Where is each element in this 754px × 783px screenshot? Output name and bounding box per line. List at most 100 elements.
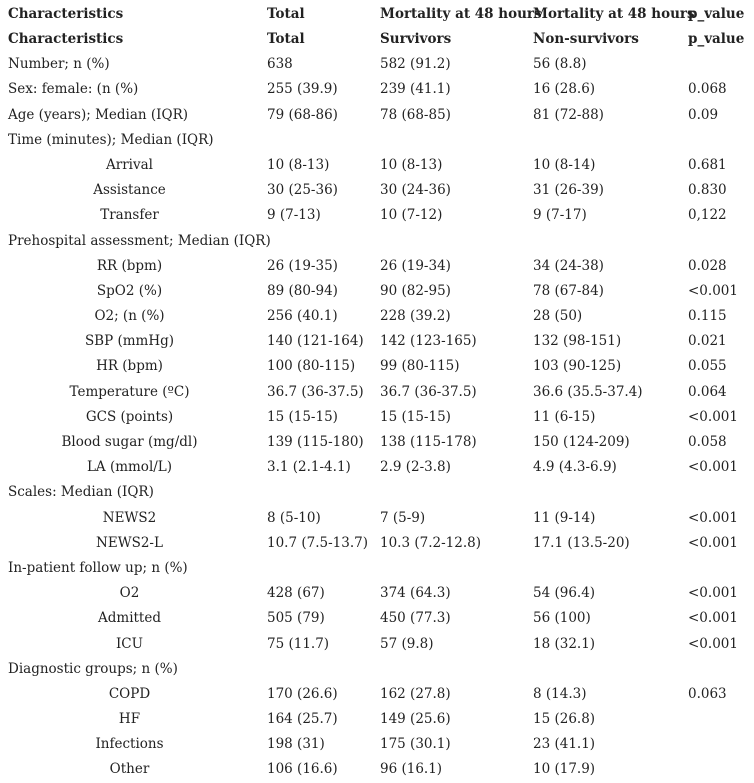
cell-total: 10.7 (7.5-13.7) [267, 534, 368, 551]
table-row: Sex: female: (n (%) 255 (39.9) 239 (41.1) 1… [0, 78, 754, 103]
table-header-row-sub: Characteristics Total Survivors Non-surv… [0, 27, 754, 52]
cell-p-value: <0.001 [688, 585, 738, 602]
cell-non-survivors: 150 (124-209) [533, 434, 630, 451]
cell-survivors: 99 (80-115) [380, 358, 460, 375]
cell-p-value: 0.058 [688, 434, 727, 451]
cell-total: 9 (7-13) [267, 207, 321, 224]
cell-total: 256 (40.1) [267, 308, 338, 325]
row-label: NEWS2 [102, 509, 157, 526]
row-label: O2 [119, 585, 140, 602]
table-row: Assistance 30 (25-36) 30 (24-36) 31 (26-39)… [0, 178, 754, 203]
cell-non-survivors: 11 (9-14) [533, 509, 596, 526]
cell-p-value: <0.001 [688, 534, 738, 551]
cell-p-value: 0.09 [688, 106, 719, 123]
cell-total: 170 (26.6) [267, 685, 338, 702]
row-label: SBP (mmHg) [84, 333, 175, 350]
cell-total: 3.1 (2.1-4.1) [267, 459, 351, 476]
table-row: Blood sugar (mg/dl) 139 (115-180) 138 (115… [0, 430, 754, 455]
table-row: NEWS2 8 (5-10) 7 (5-9) 11 (9-14) <0.001 [0, 506, 754, 531]
cell-p-value: 0.115 [688, 308, 727, 325]
cell-survivors: 374 (64.3) [380, 585, 451, 602]
cell-p-value: 0.063 [688, 685, 727, 702]
cell-survivors: 2.9 (2-3.8) [380, 459, 451, 476]
cell-survivors: 138 (115-178) [380, 434, 477, 451]
cell-total: 106 (16.6) [267, 761, 338, 778]
cell-survivors: 175 (30.1) [380, 736, 451, 753]
cell-total: 100 (80-115) [267, 358, 356, 375]
cell-total: 75 (11.7) [267, 635, 330, 652]
row-label: Temperature (ºC) [69, 383, 190, 400]
cell-survivors: 239 (41.1) [380, 81, 451, 98]
row-label: In-patient follow up; n (%) [8, 559, 188, 576]
column-subheader-survivors: Survivors [380, 31, 452, 48]
cell-survivors: 10 (7-12) [380, 207, 443, 224]
column-header-mortality-survivors-group: Mortality at 48 hours [380, 5, 542, 22]
table-row: Age (years); Median (IQR) 79 (68-86) 78 (6… [0, 103, 754, 128]
cell-non-survivors: 78 (67-84) [533, 282, 604, 299]
cell-p-value: <0.001 [688, 635, 738, 652]
table-row: Transfer 9 (7-13) 10 (7-12) 9 (7-17) 0,122 [0, 204, 754, 229]
cell-p-value: 0,122 [688, 207, 727, 224]
table-row: Infections 198 (31) 175 (30.1) 23 (41.1) [0, 732, 754, 757]
row-label: Sex: female: (n (%) [8, 81, 139, 98]
table-row: Admitted 505 (79) 450 (77.3) 56 (100) <0.001 [0, 607, 754, 632]
table-row: In-patient follow up; n (%) [0, 556, 754, 581]
cell-survivors: 10.3 (7.2-12.8) [380, 534, 481, 551]
cell-p-value: 0.830 [688, 182, 727, 199]
cell-survivors: 450 (77.3) [380, 610, 451, 627]
table-row: Scales: Median (IQR) [0, 481, 754, 506]
table-row: O2; (n (%) 256 (40.1) 228 (39.2) 28 (50) 0.1… [0, 304, 754, 329]
cell-total: 428 (67) [267, 585, 325, 602]
cell-total: 140 (121-164) [267, 333, 364, 350]
cell-non-survivors: 28 (50) [533, 308, 583, 325]
row-label: Admitted [98, 610, 161, 627]
cell-p-value: 0.064 [688, 383, 727, 400]
cell-total: 638 [267, 56, 293, 73]
cell-total: 255 (39.9) [267, 81, 338, 98]
cell-total: 79 (68-86) [267, 106, 338, 123]
cell-survivors: 30 (24-36) [380, 182, 451, 199]
table-row: HF 164 (25.7) 149 (25.6) 15 (26.8) [0, 707, 754, 732]
cell-survivors: 142 (123-165) [380, 333, 477, 350]
row-label: ICU [115, 635, 144, 652]
row-label: Transfer [100, 207, 159, 224]
row-label: Infections [95, 736, 164, 753]
column-subheader-characteristics: Characteristics [8, 31, 124, 48]
table-row: RR (bpm) 26 (19-35) 26 (19-34) 34 (24-38) 0.… [0, 254, 754, 279]
cell-non-survivors: 18 (32.1) [533, 635, 596, 652]
cell-total: 10 (8-13) [267, 156, 330, 173]
cell-total: 198 (31) [267, 736, 325, 753]
table-row: Other 106 (16.6) 96 (16.1) 10 (17.9) [0, 758, 754, 783]
column-header-total: Total [267, 5, 305, 22]
cell-total: 36.7 (36-37.5) [267, 383, 364, 400]
row-label: HR (bpm) [96, 358, 163, 375]
row-label: HF [118, 711, 141, 728]
cell-survivors: 162 (27.8) [380, 685, 451, 702]
column-header-characteristics: Characteristics [8, 5, 124, 22]
cell-survivors: 57 (9.8) [380, 635, 434, 652]
row-label: GCS (points) [85, 408, 174, 425]
cell-total: 89 (80-94) [267, 282, 338, 299]
cell-non-survivors: 15 (26.8) [533, 711, 596, 728]
cell-non-survivors: 8 (14.3) [533, 685, 587, 702]
cell-p-value: 0.021 [688, 333, 727, 350]
column-subheader-p-value: p_value [688, 31, 745, 48]
cell-survivors: 228 (39.2) [380, 308, 451, 325]
row-label: Time (minutes); Median (IQR) [8, 131, 214, 148]
table-row: Prehospital assessment; Median (IQR) [0, 229, 754, 254]
cell-p-value: <0.001 [688, 459, 738, 476]
cell-non-survivors: 56 (8.8) [533, 56, 587, 73]
cell-non-survivors: 36.6 (35.5-37.4) [533, 383, 643, 400]
table-row: GCS (points) 15 (15-15) 15 (15-15) 11 (6-15… [0, 405, 754, 430]
cell-non-survivors: 81 (72-88) [533, 106, 604, 123]
row-label: O2; (n (%) [94, 308, 165, 325]
cell-total: 26 (19-35) [267, 257, 338, 274]
cell-non-survivors: 103 (90-125) [533, 358, 622, 375]
cell-total: 30 (25-36) [267, 182, 338, 199]
cell-non-survivors: 11 (6-15) [533, 408, 596, 425]
cell-non-survivors: 23 (41.1) [533, 736, 596, 753]
cell-total: 139 (115-180) [267, 434, 364, 451]
cell-total: 164 (25.7) [267, 711, 338, 728]
cell-non-survivors: 17.1 (13.5-20) [533, 534, 630, 551]
cell-non-survivors: 34 (24-38) [533, 257, 604, 274]
